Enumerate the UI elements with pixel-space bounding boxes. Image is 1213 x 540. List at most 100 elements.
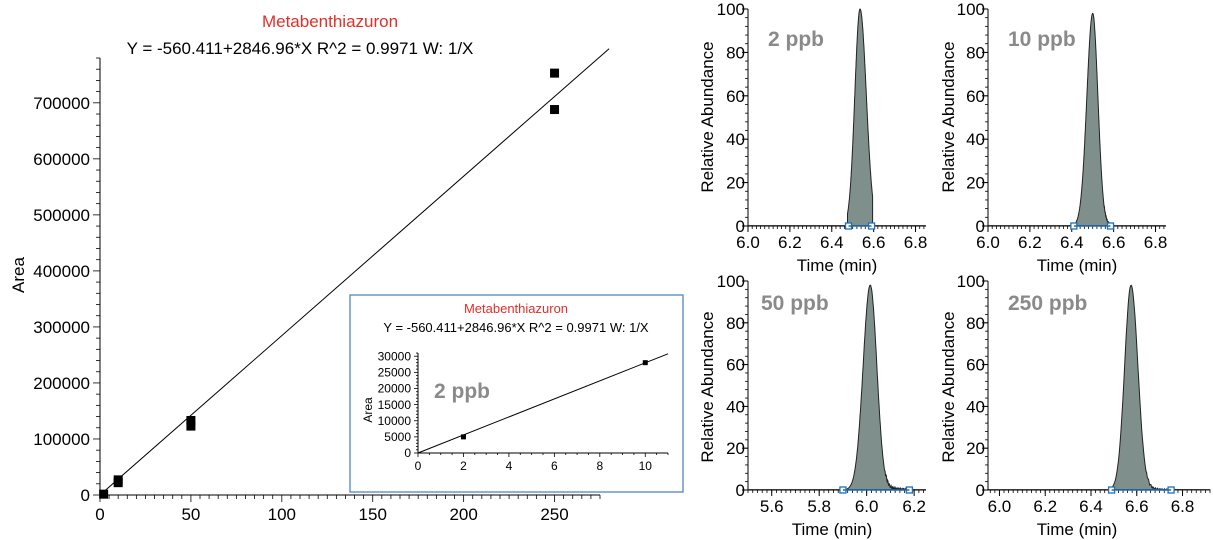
chromatogram-y-axis-label: Relative Abundance [698,41,717,192]
peak-area [1111,284,1211,491]
chromatogram-y-axis-label: Relative Abundance [939,311,958,462]
x-tick-label: 6.2 [902,497,926,516]
x-tick-label: 6.4 [1079,497,1103,516]
y-tick-label: 600000 [33,150,90,169]
y-tick-label: 0 [736,217,745,236]
x-tick-label: 6.0 [988,497,1012,516]
data-point [113,478,123,488]
x-tick-label: 6.6 [1102,233,1126,252]
chromatogram-250ppb: 250 ppb Relative Abundance Time (min) 0 2… [939,272,1211,539]
x-tick-label: 6.4 [1060,233,1084,252]
x-tick-label: 6.6 [1125,497,1149,516]
x-tick-label: 6.0 [855,497,879,516]
inset-title: Metabenthiazuron [464,301,568,316]
y-tick-label: 700000 [33,94,90,113]
regression-line [417,353,669,454]
y-tick-label: 20 [726,439,745,458]
data-point [550,105,560,115]
x-tick-label: 50 [181,505,200,524]
y-tick-label: 40 [966,130,985,149]
x-tick-label: 200 [449,505,477,524]
y-tick-label: 60 [966,356,985,375]
chromatogram-annotation: 10 ppb [1008,28,1076,51]
chromatogram-annotation: 50 ppb [761,292,829,315]
y-tick-label: 0 [976,481,985,500]
y-tick-label: 200000 [33,374,90,393]
chromatogram-x-axis-label: Time (min) [1037,256,1118,275]
y-tick-label: 80 [966,43,985,62]
x-tick-label: 6.2 [1033,497,1057,516]
peak-area [847,8,874,227]
x-tick-label: 150 [359,505,387,524]
calibration-data-marks [99,48,610,499]
chromatogram-x-axis-label: Time (min) [1037,520,1118,539]
x-tick-label: 6.0 [736,233,760,252]
inset-annotation: 2 ppb [434,380,490,403]
x-tick-label: 6.8 [1144,233,1168,252]
chromatogram-x-axis-label: Time (min) [792,520,873,539]
y-tick-label: 60 [726,87,745,106]
data-point [642,360,648,366]
y-tick-label: 100 [717,272,745,291]
chromatogram-y-axis-label: Relative Abundance [939,41,958,192]
x-tick-label: 6 [551,459,558,473]
x-tick-label: 6.8 [1171,497,1195,516]
y-tick-label: 20 [726,174,745,193]
data-point [99,489,109,499]
chromatogram-2ppb: 2 ppb Relative Abundance Time (min) 0 20 4… [698,0,927,275]
y-tick-label: 40 [726,130,745,149]
inset-y-tick-labels: 0 5000 10000 15000 20000 25000 30000 [378,349,412,460]
y-tick-label: 20 [966,439,985,458]
y-tick-label: 30000 [378,349,412,363]
x-tick-label: 6.4 [820,233,844,252]
y-tick-label: 100 [717,0,745,19]
x-tick-label: 5.8 [807,497,831,516]
data-point [550,68,560,78]
chromatogram-y-axis-label: Relative Abundance [698,311,717,462]
x-tick-label: 10 [639,459,653,473]
y-tick-label: 60 [966,87,985,106]
inset-equation: Y = -560.411+2846.96*X R^2 = 0.9971 W: 1… [383,320,649,335]
y-tick-label: 20 [966,174,985,193]
y-tick-label: 100000 [33,430,90,449]
y-tick-label: 10000 [378,414,412,428]
x-tick-label: 4 [506,459,513,473]
x-tick-label: 250 [540,505,568,524]
regression-line [99,48,610,496]
inset-y-axis-label: Area [361,397,375,423]
y-tick-label: 80 [966,314,985,333]
chromatogram-10ppb: 10 ppb Relative Abundance Time (min) 0 20… [939,0,1167,275]
y-tick-label: 80 [726,314,745,333]
x-tick-label: 100 [268,505,296,524]
y-tick-label: 15000 [378,398,412,412]
inset-border [349,294,684,493]
x-tick-label: 6.0 [976,233,1000,252]
x-tick-label: 6.2 [1018,233,1042,252]
y-tick-label: 400000 [33,262,90,281]
chromatogram-annotation: 250 ppb [1008,292,1087,315]
y-tick-label: 20000 [378,382,412,396]
calibration-inset: Metabenthiazuron Y = -560.411+2846.96*X … [349,294,684,493]
calibration-equation: Y = -560.411+2846.96*X R^2 = 0.9971 W: 1… [127,39,474,58]
y-tick-label: 40 [726,397,745,416]
y-tick-label: 0 [976,217,985,236]
calibration-plot: Metabenthiazuron Y = -560.411+2846.96*X … [9,12,610,524]
y-tick-label: 80 [726,43,745,62]
calibration-axes [93,57,601,502]
x-tick-label: 2 [460,459,467,473]
calibration-title: Metabenthiazuron [262,12,398,31]
x-tick-label: 6.8 [904,233,928,252]
calibration-y-axis-label: Area [9,257,28,293]
x-tick-label: 8 [596,459,603,473]
inset-axes [414,352,669,457]
y-tick-label: 0 [736,481,745,500]
peak-area [1073,12,1115,228]
chromatogram-annotation: 2 ppb [768,28,824,51]
x-tick-label: 6.2 [778,233,802,252]
chromatogram-x-axis-label: Time (min) [797,256,878,275]
peak-area [842,284,913,492]
y-tick-label: 100 [957,272,985,291]
y-tick-label: 60 [726,356,745,375]
y-tick-label: 25000 [378,366,412,380]
